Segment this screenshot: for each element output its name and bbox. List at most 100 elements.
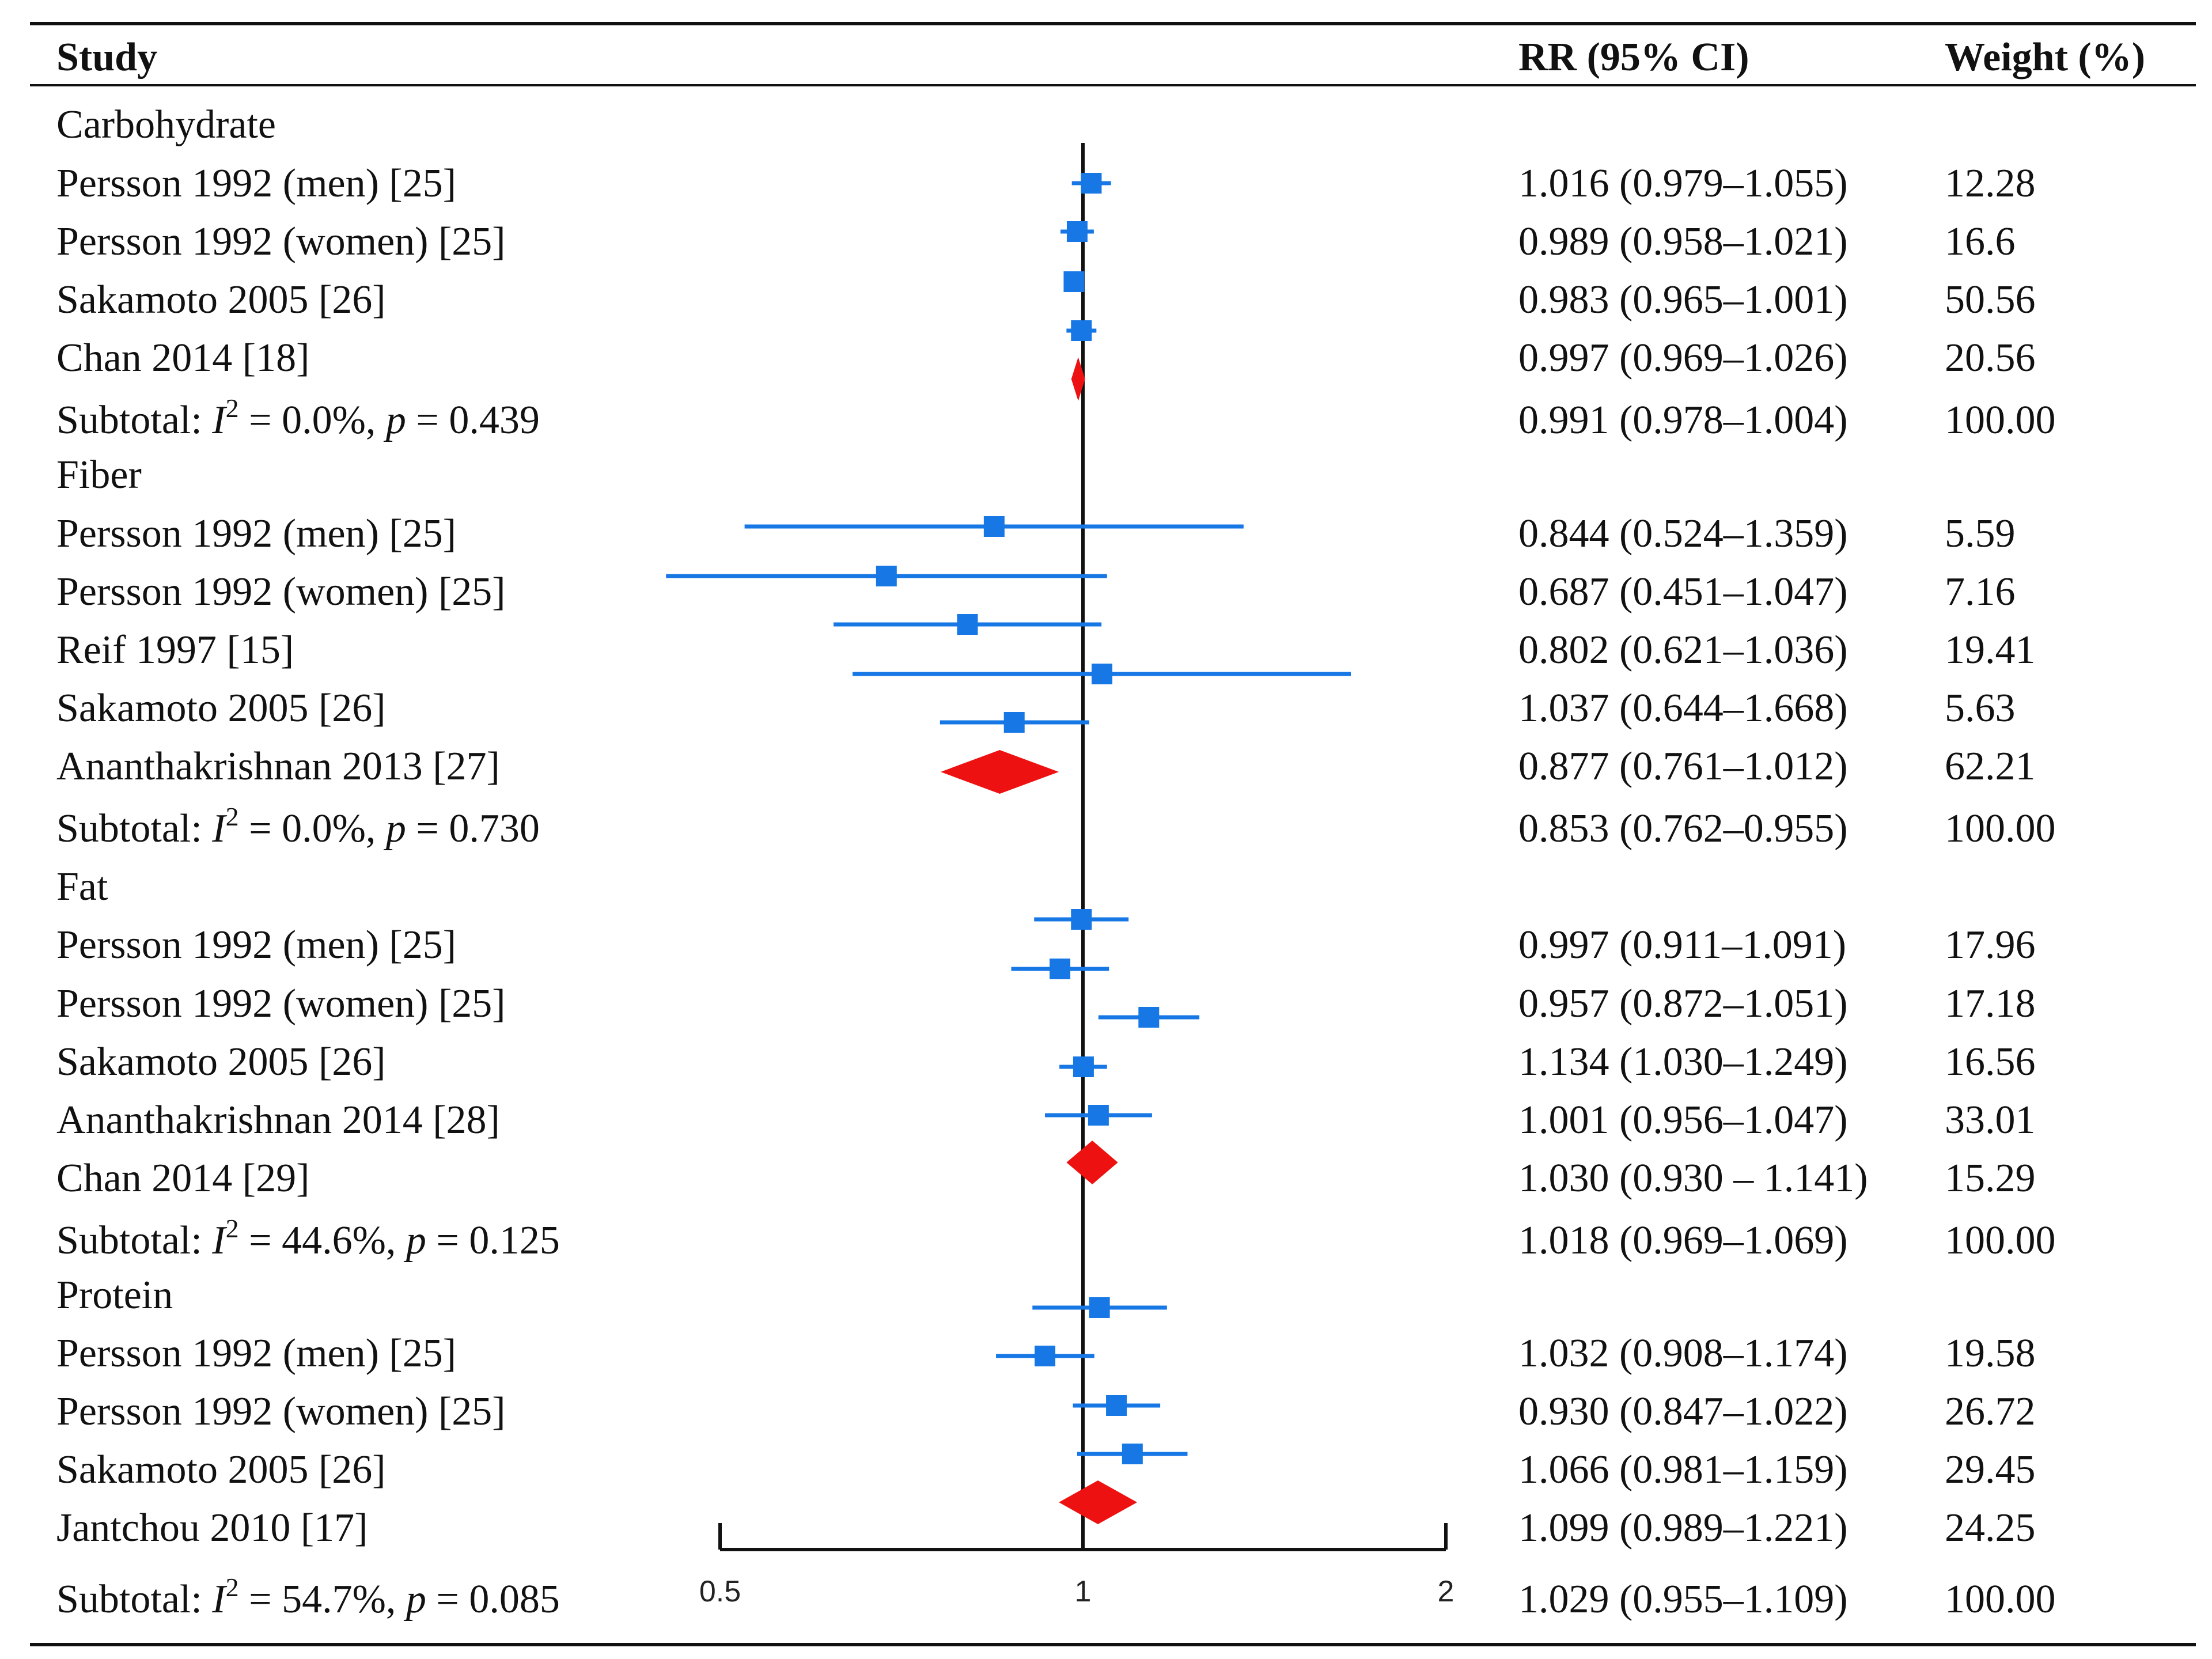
subtotal-rr: 0.991 (0.978–1.004) — [1518, 398, 1848, 442]
subtotal-i2-value: = 0.0%, — [238, 398, 386, 442]
study-weight: 29.45 — [1945, 1448, 2036, 1492]
point-estimate — [1003, 712, 1025, 733]
study-weight: 19.58 — [1945, 1331, 2036, 1376]
point-estimate — [1088, 1105, 1109, 1126]
point-estimate — [1071, 320, 1092, 341]
x-tick-label: 0.5 — [699, 1575, 741, 1608]
x-tick-label: 1 — [1075, 1575, 1092, 1608]
study-rr: 1.066 (0.981–1.159) — [1518, 1448, 1848, 1492]
study-rr: 1.134 (1.030–1.249) — [1518, 1040, 1848, 1084]
study-label: Persson 1992 (men) [25] — [56, 512, 457, 556]
i-squared-symbol: I — [212, 398, 226, 442]
point-estimate — [1035, 1346, 1056, 1366]
pooled-diamond — [940, 750, 1059, 794]
i-squared-symbol: I — [212, 806, 226, 851]
study-weight: 33.01 — [1945, 1098, 2036, 1142]
point-estimate — [1066, 221, 1088, 242]
subtotal-rr: 0.853 (0.762–0.955) — [1518, 806, 1848, 851]
subtotal-weight: 100.00 — [1945, 806, 2056, 851]
subtotal-label: Subtotal: I2 = 54.7%, p = 0.085 — [56, 1574, 560, 1624]
group-label: Fat — [56, 865, 108, 909]
study-weight: 19.41 — [1945, 628, 2036, 672]
study-weight: 15.29 — [1945, 1156, 2036, 1200]
p-symbol: p — [406, 1577, 426, 1622]
group-label: Protein — [56, 1273, 173, 1317]
subtotal-prefix: Subtotal: — [56, 806, 213, 851]
subtotal-p-value: = 0.730 — [406, 806, 540, 851]
study-label: Ananthakrishnan 2013 [27] — [56, 744, 500, 789]
study-weight: 16.6 — [1945, 219, 2016, 264]
point-estimate — [1081, 173, 1102, 194]
study-rr: 0.989 (0.958–1.021) — [1518, 219, 1848, 264]
point-estimate — [1063, 271, 1085, 292]
study-label: Sakamoto 2005 [26] — [56, 1448, 386, 1492]
i-squared-symbol: I — [212, 1577, 226, 1622]
i-squared-exponent: 2 — [225, 802, 239, 831]
point-estimate — [1122, 1444, 1143, 1464]
study-weight: 17.96 — [1945, 923, 2036, 967]
study-weight: 62.21 — [1945, 744, 2036, 789]
header-rr: RR (95% CI) — [1518, 35, 1749, 79]
study-label: Chan 2014 [18] — [56, 336, 310, 380]
study-weight: 24.25 — [1945, 1506, 2036, 1550]
subtotal-weight: 100.00 — [1945, 1577, 2056, 1622]
study-rr: 0.930 (0.847–1.022) — [1518, 1389, 1848, 1434]
study-label: Persson 1992 (women) [25] — [56, 982, 506, 1026]
i-squared-exponent: 2 — [225, 1214, 239, 1243]
study-rr: 1.016 (0.979–1.055) — [1518, 161, 1848, 206]
study-rr: 1.001 (0.956–1.047) — [1518, 1098, 1848, 1142]
p-symbol: p — [385, 398, 406, 442]
study-weight: 50.56 — [1945, 278, 2036, 322]
study-rr: 0.997 (0.969–1.026) — [1518, 336, 1848, 380]
point-estimate — [1138, 1007, 1160, 1028]
subtotal-weight: 100.00 — [1945, 398, 2056, 442]
study-label: Sakamoto 2005 [26] — [56, 278, 386, 322]
study-rr: 1.099 (0.989–1.221) — [1518, 1506, 1848, 1550]
study-rr: 0.877 (0.761–1.012) — [1518, 744, 1848, 789]
subtotal-p-value: = 0.125 — [426, 1218, 560, 1263]
point-estimate — [983, 516, 1005, 537]
study-label: Sakamoto 2005 [26] — [56, 1040, 386, 1084]
study-rr: 1.037 (0.644–1.668) — [1518, 686, 1848, 730]
point-estimate — [1106, 1395, 1127, 1416]
pooled-diamond — [1071, 357, 1085, 401]
i-squared-exponent: 2 — [225, 393, 239, 423]
subtotal-i2-value: = 54.7%, — [238, 1577, 406, 1622]
study-rr: 1.032 (0.908–1.174) — [1518, 1331, 1848, 1376]
header-weight: Weight (%) — [1945, 35, 2146, 79]
subtotal-p-value: = 0.439 — [406, 398, 540, 442]
p-symbol: p — [385, 806, 406, 851]
study-rr: 0.983 (0.965–1.001) — [1518, 278, 1848, 322]
study-rr: 0.844 (0.524–1.359) — [1518, 512, 1848, 556]
study-label: Persson 1992 (women) [25] — [56, 219, 506, 264]
subtotal-label: Subtotal: I2 = 0.0%, p = 0.730 — [56, 802, 540, 853]
study-rr: 1.030 (0.930 – 1.141) — [1518, 1156, 1868, 1200]
top-rule — [30, 22, 2196, 25]
header-study: Study — [56, 35, 158, 79]
study-label: Sakamoto 2005 [26] — [56, 686, 386, 730]
study-label: Persson 1992 (men) [25] — [56, 1331, 457, 1376]
i-squared-symbol: I — [212, 1218, 226, 1263]
group-label: Carbohydrate — [56, 103, 276, 147]
subtotal-prefix: Subtotal: — [56, 398, 213, 442]
point-estimate — [1092, 664, 1113, 684]
point-estimate — [957, 614, 978, 635]
pooled-diamond — [1066, 1141, 1118, 1184]
subtotal-label: Subtotal: I2 = 44.6%, p = 0.125 — [56, 1214, 560, 1265]
subtotal-i2-value: = 0.0%, — [238, 806, 386, 851]
study-label: Reif 1997 [15] — [56, 628, 294, 672]
study-label: Ananthakrishnan 2014 [28] — [56, 1098, 500, 1142]
study-label: Persson 1992 (men) [25] — [56, 923, 457, 967]
study-weight: 7.16 — [1945, 570, 2016, 614]
point-estimate — [1089, 1297, 1110, 1318]
study-rr: 0.997 (0.911–1.091) — [1518, 923, 1847, 967]
point-estimate — [876, 566, 897, 586]
study-label: Persson 1992 (women) [25] — [56, 570, 506, 614]
study-label: Chan 2014 [29] — [56, 1156, 310, 1200]
study-weight: 12.28 — [1945, 161, 2036, 206]
study-weight: 26.72 — [1945, 1389, 2036, 1434]
point-estimate — [1073, 1056, 1094, 1077]
study-weight: 20.56 — [1945, 336, 2036, 380]
subtotal-rr: 1.029 (0.955–1.109) — [1518, 1577, 1848, 1622]
